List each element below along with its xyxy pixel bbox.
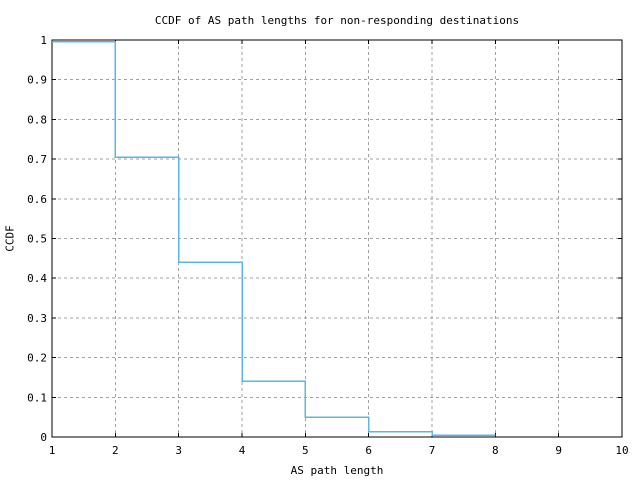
y-tick-label: 1 — [40, 34, 47, 47]
x-tick-label: 5 — [302, 444, 309, 457]
y-tick-label: 0.9 — [27, 74, 47, 87]
y-tick-label: 0.3 — [27, 312, 47, 325]
chart-title: CCDF of AS path lengths for non-respondi… — [154, 14, 520, 27]
x-tick-label: 1 — [49, 444, 56, 457]
x-tick-label: 7 — [429, 444, 436, 457]
y-tick-label: 0.2 — [27, 352, 47, 365]
x-tick-label: 4 — [239, 444, 246, 457]
y-axis-label: CCDF — [3, 225, 17, 252]
x-tick-label: 6 — [365, 444, 372, 457]
y-tick-label: 0.1 — [27, 391, 47, 404]
y-tick-label: 0.7 — [27, 153, 47, 166]
x-tick-label: 10 — [615, 444, 628, 457]
y-tick-label: 0.8 — [27, 113, 47, 126]
ccdf-step-line — [52, 41, 496, 436]
x-tick-label: 9 — [555, 444, 562, 457]
y-tick-label: 0.5 — [27, 233, 47, 246]
x-axis-label: AS path length — [290, 464, 384, 477]
y-tick-label: 0.4 — [27, 272, 47, 285]
y-tick-label: 0.6 — [27, 193, 47, 206]
y-tick-label: 0 — [40, 431, 47, 444]
x-tick-label: 3 — [175, 444, 182, 457]
x-tick-label: 8 — [492, 444, 499, 457]
x-tick-label: 2 — [112, 444, 119, 457]
